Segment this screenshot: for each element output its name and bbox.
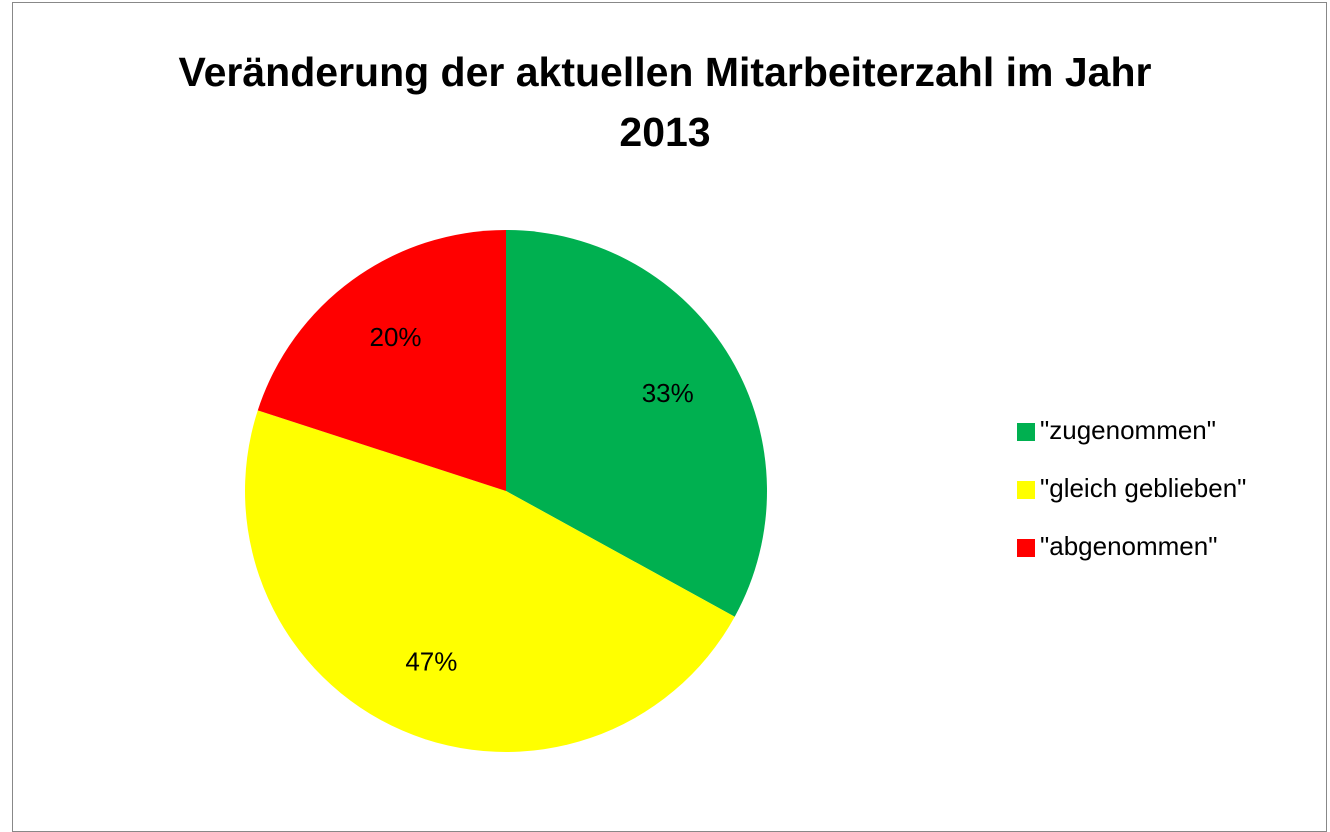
pie-slice (506, 230, 767, 617)
legend-label: "abgenommen" (1040, 531, 1217, 561)
chart-title: Veränderung der aktuellen Mitarbeiterzah… (178, 49, 1152, 155)
legend-label: "gleich geblieben" (1040, 473, 1246, 503)
data-label: 20% (370, 322, 422, 352)
legend-swatch (1017, 539, 1035, 557)
data-label: 33% (642, 378, 694, 408)
pie-slice (245, 410, 735, 753)
data-label: 47% (405, 646, 457, 676)
pie-slice (257, 230, 506, 491)
legend-label: "zugenommen" (1040, 415, 1216, 445)
legend-swatch (1017, 423, 1035, 441)
legend-swatch (1017, 481, 1035, 499)
